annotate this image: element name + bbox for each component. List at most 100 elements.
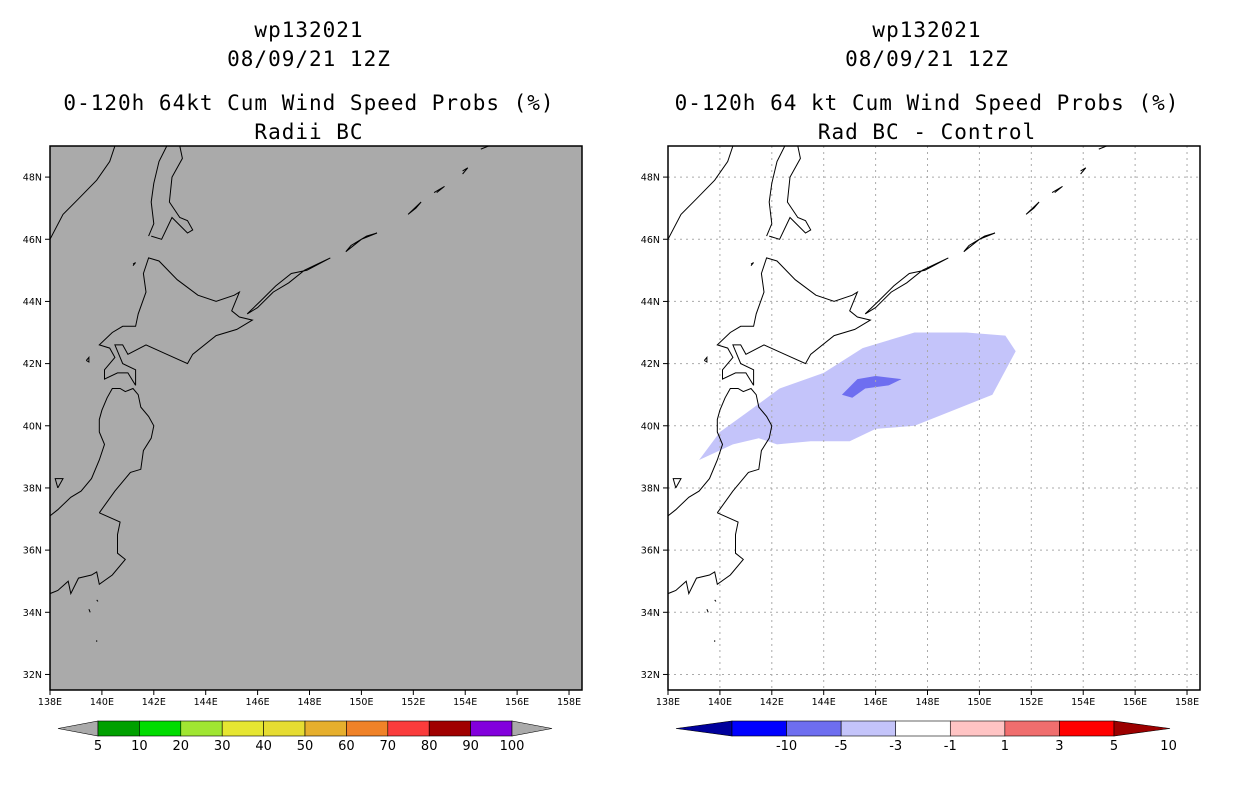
colorbar-label: -10 xyxy=(776,739,797,754)
colorbar-segment xyxy=(346,720,389,737)
map-background xyxy=(50,146,582,690)
lon-label: 152E xyxy=(1019,697,1043,708)
lat-label: 36N xyxy=(641,546,660,557)
coastline xyxy=(85,356,90,363)
colorbar-end-high xyxy=(1113,720,1171,737)
coastline xyxy=(1080,167,1087,175)
lon-label: 152E xyxy=(401,697,425,708)
colorbar-segment xyxy=(470,720,513,737)
date-title: 08/09/21 12Z xyxy=(845,47,1009,71)
probability-map-radii-bc: 48N 46N 44N 42N 40N 38N 36N 34N 32N 138E 140E 142E 1… xyxy=(23,145,583,708)
colorbar-label: 30 xyxy=(214,739,231,754)
subtitle: Radii BC xyxy=(254,120,364,144)
colorbar-label: 80 xyxy=(421,739,438,754)
lon-label: 156E xyxy=(505,697,529,708)
colorbar-label: 70 xyxy=(380,739,397,754)
lon-label: 140E xyxy=(90,697,114,708)
colorbar-label: 5 xyxy=(1110,739,1118,754)
colorbar-segment xyxy=(786,720,842,737)
probability-diff-region xyxy=(841,376,902,398)
coastline xyxy=(407,201,422,215)
lon-label: 144E xyxy=(812,697,836,708)
colorbar-segment xyxy=(949,720,1006,737)
colorbar-label: 20 xyxy=(173,739,190,754)
lon-label: 158E xyxy=(1175,697,1199,708)
coastline xyxy=(1025,201,1040,215)
lon-label: 138E xyxy=(38,697,62,708)
coastline xyxy=(769,146,812,240)
lat-label: 32N xyxy=(23,670,42,681)
coastline xyxy=(668,146,734,240)
coastline xyxy=(96,599,99,602)
lat-label: 40N xyxy=(23,421,42,432)
lat-label: 48N xyxy=(23,173,42,184)
colorbar-segment xyxy=(97,720,140,737)
lat-label: 42N xyxy=(23,359,42,370)
colorbar-label: 3 xyxy=(1055,739,1063,754)
lat-label: 46N xyxy=(641,235,660,246)
lat-label: 44N xyxy=(23,297,42,308)
lon-label: 140E xyxy=(708,697,732,708)
colorbar-segment xyxy=(221,720,264,737)
colorbar-label: 10 xyxy=(131,739,148,754)
coastline xyxy=(50,387,155,517)
coastline xyxy=(462,167,469,175)
colorbar-label: 10 xyxy=(1160,739,1177,754)
coastline xyxy=(151,146,194,240)
lat-label: 36N xyxy=(23,546,42,557)
lat-label: 48N xyxy=(641,173,660,184)
colorbar-segment xyxy=(304,720,347,737)
probability-diff-region xyxy=(699,332,1016,460)
lon-label: 150E xyxy=(349,697,373,708)
colorbar-segment xyxy=(731,720,787,737)
lon-label: 154E xyxy=(453,697,477,708)
coastline xyxy=(672,478,682,489)
colorbar-segment xyxy=(387,720,430,737)
lon-label: 150E xyxy=(967,697,991,708)
colorbar-label: -5 xyxy=(835,739,848,754)
product-title: 0-120h 64kt Cum Wind Speed Probs (%) xyxy=(63,91,555,115)
lat-label: 40N xyxy=(641,421,660,432)
coastline xyxy=(864,257,949,315)
coastline xyxy=(766,146,786,237)
right-panel: wp132021 08/09/21 12Z 0-120h 64 kt Cum W… xyxy=(618,0,1236,800)
coastline xyxy=(750,262,754,267)
colorbar-segment xyxy=(840,720,897,737)
colorbar-label: -3 xyxy=(889,739,902,754)
map-layer xyxy=(668,146,1200,690)
probability-difference-map: 48N 46N 44N 42N 40N 38N 36N 34N 32N 138E 140E 142E 1… xyxy=(641,145,1201,708)
lon-label: 146E xyxy=(864,697,888,708)
coastline xyxy=(703,356,708,363)
coastline xyxy=(433,185,445,194)
colorbar-probability: 5 10 20 30 40 50 60 70 80 90 100 xyxy=(57,720,553,754)
coastline xyxy=(148,146,168,237)
coastline xyxy=(716,257,872,386)
colorbar-label: 90 xyxy=(462,739,479,754)
colorbar-segment xyxy=(1004,720,1060,737)
coastline xyxy=(706,609,709,613)
coastline xyxy=(668,512,745,596)
coastline xyxy=(668,387,773,517)
lat-label: 32N xyxy=(641,670,660,681)
colorbar-end-low xyxy=(675,720,733,737)
coastline xyxy=(963,232,996,253)
lon-label: 142E xyxy=(760,697,784,708)
colorbar-end-high xyxy=(511,720,553,737)
lat-label: 34N xyxy=(641,608,660,619)
map-layer xyxy=(50,146,489,642)
colorbar-label: 60 xyxy=(338,739,355,754)
lat-label: 46N xyxy=(23,235,42,246)
lon-label: 156E xyxy=(1123,697,1147,708)
date-title: 08/09/21 12Z xyxy=(227,47,391,71)
colorbar-label: 40 xyxy=(255,739,272,754)
coastline xyxy=(98,257,254,386)
colorbar-label: 50 xyxy=(297,739,314,754)
product-title: 0-120h 64 kt Cum Wind Speed Probs (%) xyxy=(674,91,1180,115)
colorbar-segment xyxy=(139,720,182,737)
left-panel: wp132021 08/09/21 12Z 0-120h 64kt Cum Wi… xyxy=(23,18,583,754)
lon-label: 142E xyxy=(142,697,166,708)
colorbar-segment xyxy=(428,720,471,737)
lat-label: 38N xyxy=(641,483,660,494)
lon-label: 148E xyxy=(297,697,321,708)
lat-label: 42N xyxy=(641,359,660,370)
